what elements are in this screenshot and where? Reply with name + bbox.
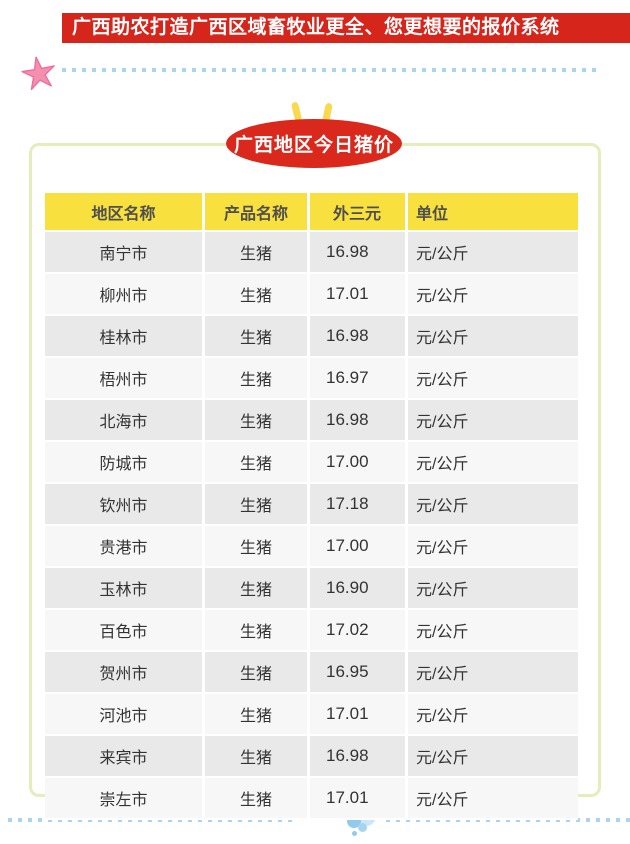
table-cell: 元/公斤 <box>408 694 578 736</box>
table-row: 河池市 生猪 17.01 元/公斤 <box>45 694 578 736</box>
table-cell: 生猪 <box>205 442 310 484</box>
table-cell: 17.00 <box>310 526 408 568</box>
table-cell: 元/公斤 <box>408 526 578 568</box>
table-cell: 防城市 <box>45 442 205 484</box>
table-cell: 河池市 <box>45 694 205 736</box>
table-cell: 玉林市 <box>45 568 205 610</box>
table-cell: 17.01 <box>310 694 408 736</box>
table-cell: 16.97 <box>310 358 408 400</box>
table-cell: 生猪 <box>205 358 310 400</box>
table-cell: 生猪 <box>205 274 310 316</box>
table-cell: 元/公斤 <box>408 442 578 484</box>
table-cell: 17.00 <box>310 442 408 484</box>
table-cell: 生猪 <box>205 484 310 526</box>
table-cell: 生猪 <box>205 610 310 652</box>
table-cell: 17.01 <box>310 778 408 820</box>
table-cell: 桂林市 <box>45 316 205 358</box>
title-badge-label: 广西地区今日猪价 <box>233 135 394 156</box>
header-cell: 产品名称 <box>205 193 310 232</box>
table-row: 贺州市 生猪 16.95 元/公斤 <box>45 652 578 694</box>
table-cell: 16.98 <box>310 400 408 442</box>
table-cell: 元/公斤 <box>408 358 578 400</box>
header-banner: 广西助农打造广西区域畜牧业更全、您更想要的报价系统 <box>62 13 630 43</box>
table-header-row: 地区名称 产品名称 外三元 单位 <box>45 193 578 232</box>
table-cell: 16.90 <box>310 568 408 610</box>
table-cell: 元/公斤 <box>408 232 578 274</box>
table-cell: 元/公斤 <box>408 736 578 778</box>
price-table: 地区名称 产品名称 外三元 单位 南宁市 生猪 16.98 元/公斤 柳州市 生猪 17.01 元/… <box>45 193 578 820</box>
table-cell: 16.98 <box>310 736 408 778</box>
table-row: 贵港市 生猪 17.00 元/公斤 <box>45 526 578 568</box>
header-cell: 地区名称 <box>45 193 205 232</box>
header-cell: 单位 <box>408 193 578 232</box>
table-row: 北海市 生猪 16.98 元/公斤 <box>45 400 578 442</box>
table-cell: 元/公斤 <box>408 274 578 316</box>
table-cell: 生猪 <box>205 232 310 274</box>
table-row: 桂林市 生猪 16.98 元/公斤 <box>45 316 578 358</box>
table-row: 钦州市 生猪 17.18 元/公斤 <box>45 484 578 526</box>
table-cell: 17.18 <box>310 484 408 526</box>
table-cell: 柳州市 <box>45 274 205 316</box>
title-badge: 广西地区今日猪价 <box>226 119 402 168</box>
table-cell: 北海市 <box>45 400 205 442</box>
table-cell: 17.01 <box>310 274 408 316</box>
table-cell: 元/公斤 <box>408 484 578 526</box>
table-cell: 元/公斤 <box>408 316 578 358</box>
starfish-icon <box>21 56 55 91</box>
table-row: 来宾市 生猪 16.98 元/公斤 <box>45 736 578 778</box>
table-cell: 来宾市 <box>45 736 205 778</box>
table-cell: 贵港市 <box>45 526 205 568</box>
table-cell: 16.95 <box>310 652 408 694</box>
table-cell: 元/公斤 <box>408 610 578 652</box>
table-cell: 元/公斤 <box>408 778 578 820</box>
table-cell: 崇左市 <box>45 778 205 820</box>
table-cell: 16.98 <box>310 316 408 358</box>
table-row: 百色市 生猪 17.02 元/公斤 <box>45 610 578 652</box>
table-cell: 梧州市 <box>45 358 205 400</box>
table-row: 玉林市 生猪 16.90 元/公斤 <box>45 568 578 610</box>
header-cell: 外三元 <box>310 193 408 232</box>
table-cell: 生猪 <box>205 736 310 778</box>
table-cell: 17.02 <box>310 610 408 652</box>
dotted-line-bottom-right <box>386 818 630 822</box>
table-cell: 南宁市 <box>45 232 205 274</box>
dotted-line-bottom-left <box>8 818 296 822</box>
table-cell: 生猪 <box>205 694 310 736</box>
table-cell: 生猪 <box>205 400 310 442</box>
table-row: 柳州市 生猪 17.01 元/公斤 <box>45 274 578 316</box>
table-cell: 元/公斤 <box>408 568 578 610</box>
table-cell: 钦州市 <box>45 484 205 526</box>
table-cell: 生猪 <box>205 316 310 358</box>
table-cell: 生猪 <box>205 526 310 568</box>
table-cell: 生猪 <box>205 778 310 820</box>
table-cell: 生猪 <box>205 652 310 694</box>
table-cell: 百色市 <box>45 610 205 652</box>
table-row: 防城市 生猪 17.00 元/公斤 <box>45 442 578 484</box>
table-cell: 贺州市 <box>45 652 205 694</box>
table-cell: 元/公斤 <box>408 400 578 442</box>
table-cell: 生猪 <box>205 568 310 610</box>
dotted-line-top <box>62 68 598 72</box>
table-cell: 元/公斤 <box>408 652 578 694</box>
table-row: 梧州市 生猪 16.97 元/公斤 <box>45 358 578 400</box>
table-row: 崇左市 生猪 17.01 元/公斤 <box>45 778 578 820</box>
table-cell: 16.98 <box>310 232 408 274</box>
header-banner-text: 广西助农打造广西区域畜牧业更全、您更想要的报价系统 <box>72 17 560 38</box>
table-row: 南宁市 生猪 16.98 元/公斤 <box>45 232 578 274</box>
